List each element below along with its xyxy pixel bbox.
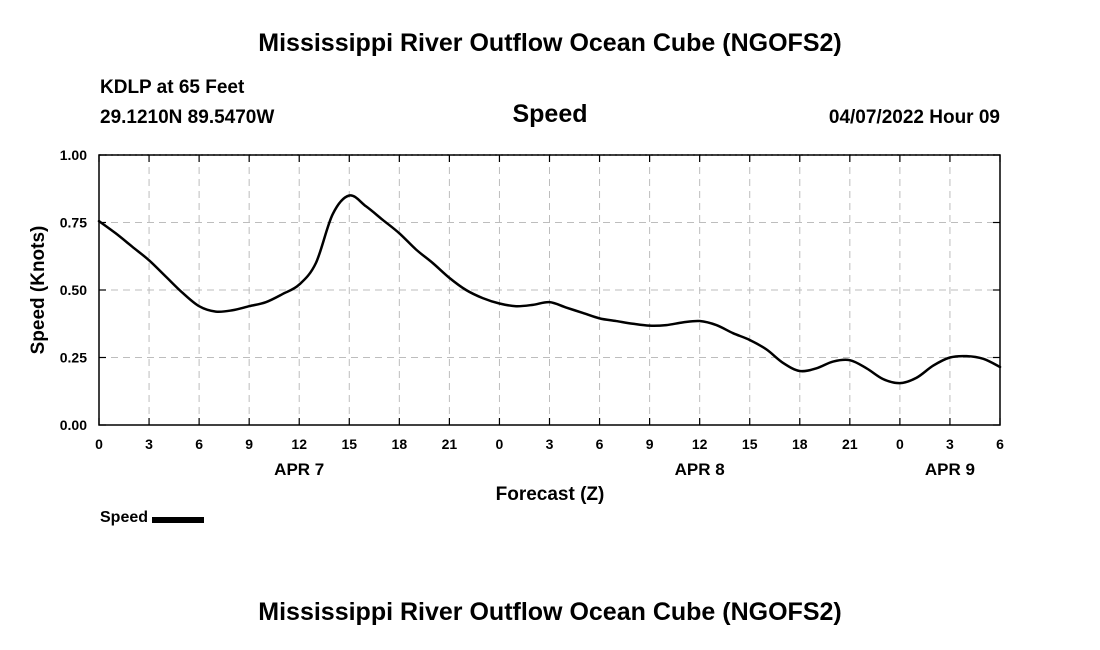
date-label-0: APR 7 <box>274 460 324 479</box>
x-tick-label-11: 9 <box>646 436 654 452</box>
forecast-date-label: 04/07/2022 Hour 09 <box>828 107 1000 128</box>
date-label-2: APR 9 <box>925 460 975 479</box>
x-axis-title: Forecast (Z) <box>496 484 605 505</box>
x-tick-label-12: 12 <box>692 436 708 452</box>
x-tick-label-6: 18 <box>392 436 408 452</box>
y-tick-label-3: 0.75 <box>60 215 87 231</box>
legend: Speed <box>100 509 205 527</box>
speed-series-line <box>97 194 1002 385</box>
y-tick-label-1: 0.25 <box>60 350 87 366</box>
grid-layer <box>99 154 1000 425</box>
x-tick-label-17: 3 <box>946 436 954 452</box>
x-tick-label-9: 3 <box>546 436 554 452</box>
x-tick-label-13: 15 <box>742 436 758 452</box>
legend-label: Speed <box>100 509 149 526</box>
tick-layer <box>98 154 1001 426</box>
speed-chart: 0 3 6 9 12 15 18 21 0 3 6 9 12 15 18 21 0 3 6 0.00 0.25 0.50 0… <box>28 147 1004 505</box>
coordinates-label: 29.1210N 89.5470W <box>100 107 275 128</box>
x-tick-label-2: 6 <box>195 436 203 452</box>
x-tick-label-10: 6 <box>596 436 604 452</box>
y-tick-label-2: 0.50 <box>60 282 87 298</box>
x-tick-label-7: 21 <box>442 436 458 452</box>
x-tick-label-5: 15 <box>341 436 357 452</box>
chart-main-title: Mississippi River Outflow Ocean Cube (NG… <box>258 29 842 57</box>
x-tick-label-8: 0 <box>496 436 504 452</box>
y-tick-label-4: 1.00 <box>60 147 87 163</box>
legend-swatch <box>152 516 205 523</box>
x-tick-label-18: 6 <box>996 436 1004 452</box>
x-tick-label-15: 21 <box>842 436 858 452</box>
x-tick-label-3: 9 <box>245 436 253 452</box>
x-tick-label-4: 12 <box>291 436 307 452</box>
date-label-1: APR 8 <box>675 460 725 479</box>
x-tick-label-14: 18 <box>792 436 808 452</box>
y-tick-label-0: 0.00 <box>60 417 87 433</box>
x-tick-label-1: 3 <box>145 436 153 452</box>
x-tick-label-16: 0 <box>896 436 904 452</box>
y-axis-title: Speed (Knots) <box>28 226 49 355</box>
station-label: KDLP at 65 Feet <box>100 77 245 98</box>
chart-footer-title: Mississippi River Outflow Ocean Cube (NG… <box>258 598 842 626</box>
label-layer: 0 3 6 9 12 15 18 21 0 3 6 9 12 15 18 21 0 3 6 0.00 0.25 0.50 0… <box>60 147 1004 479</box>
chart-subtitle: Speed <box>512 100 588 128</box>
x-tick-label-0: 0 <box>95 436 103 452</box>
